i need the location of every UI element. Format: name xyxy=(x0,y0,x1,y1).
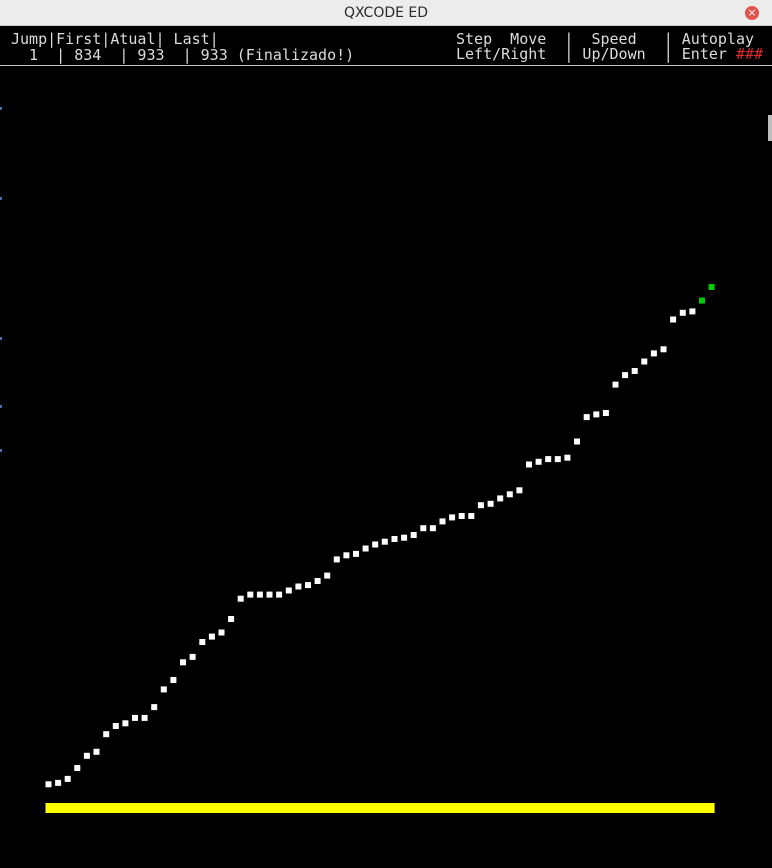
data-point xyxy=(641,358,648,365)
data-point xyxy=(93,748,100,755)
edge-marker xyxy=(0,405,2,408)
data-point xyxy=(189,653,196,660)
data-point xyxy=(151,704,158,711)
data-point xyxy=(497,495,504,502)
data-point xyxy=(372,541,379,548)
data-point xyxy=(631,368,638,374)
help-line-2-text: Left/Right | Up/Down | Enter xyxy=(456,45,736,63)
data-point xyxy=(266,591,273,598)
data-point xyxy=(622,372,629,379)
data-point xyxy=(468,513,475,519)
data-point xyxy=(458,513,465,519)
help-marker: ### xyxy=(735,45,764,63)
terminal-area: Jump|First|Atual| Last| 1 | 834 | 933 | … xyxy=(0,27,772,868)
data-point xyxy=(516,487,523,494)
data-point xyxy=(237,595,244,602)
data-point xyxy=(410,532,417,538)
data-point xyxy=(526,461,532,468)
data-point xyxy=(180,659,186,666)
base-bar xyxy=(45,803,715,813)
data-point xyxy=(170,677,177,683)
data-point xyxy=(362,545,369,552)
header-values: 1 | 834 | 933 | 933 (Finalizado!) xyxy=(11,46,355,64)
window-title: QXCODE ED xyxy=(343,5,429,21)
header-columns: Jump|First|Atual| Last| xyxy=(11,30,219,48)
data-point xyxy=(285,587,292,594)
data-point xyxy=(353,550,359,557)
data-point xyxy=(74,765,81,771)
data-point xyxy=(506,491,513,498)
data-point xyxy=(199,639,206,645)
data-point xyxy=(112,723,119,729)
edge-marker xyxy=(0,449,2,452)
data-point xyxy=(477,502,484,509)
data-point xyxy=(535,458,542,465)
data-point xyxy=(650,350,657,357)
current-data-point xyxy=(708,284,715,290)
current-data-point xyxy=(699,297,705,304)
points-layer xyxy=(45,284,715,788)
data-point xyxy=(554,456,561,463)
data-point xyxy=(45,781,52,788)
data-point xyxy=(314,578,321,584)
data-point xyxy=(160,686,167,693)
data-point xyxy=(64,775,71,782)
data-point xyxy=(295,583,302,590)
data-point xyxy=(545,456,552,463)
data-point xyxy=(420,525,427,532)
data-point xyxy=(574,438,580,445)
data-point xyxy=(612,381,619,388)
data-point xyxy=(381,538,388,545)
scatter-plot xyxy=(45,284,715,813)
data-point xyxy=(343,552,350,559)
data-point xyxy=(660,346,667,353)
help-line-2: Left/Right | Up/Down | Enter ### xyxy=(456,46,763,62)
data-point xyxy=(305,582,311,589)
data-point xyxy=(564,454,571,461)
data-point xyxy=(256,591,263,598)
data-point xyxy=(247,591,254,598)
edge-marker xyxy=(0,197,2,200)
data-point xyxy=(583,414,590,421)
data-point xyxy=(602,410,609,416)
data-point xyxy=(429,525,436,532)
data-point xyxy=(449,514,456,521)
data-point xyxy=(228,616,235,622)
data-point xyxy=(208,633,215,640)
help-line-1: Step Move | Speed | Autoplay xyxy=(456,30,755,48)
edge-marker xyxy=(0,337,2,340)
data-point xyxy=(391,536,398,542)
data-point xyxy=(679,309,686,316)
scrollbar-thumb[interactable] xyxy=(768,115,772,141)
data-point xyxy=(103,731,110,738)
data-point xyxy=(333,556,340,563)
data-point xyxy=(487,500,494,507)
header-divider xyxy=(0,65,772,66)
data-point xyxy=(593,411,600,418)
data-point xyxy=(670,316,677,323)
data-point xyxy=(218,629,225,636)
data-point xyxy=(324,572,331,579)
data-point xyxy=(55,779,62,786)
data-point xyxy=(122,720,129,727)
data-point xyxy=(689,308,696,315)
data-point xyxy=(276,591,283,598)
data-point xyxy=(83,752,90,759)
data-point xyxy=(141,714,148,721)
data-point xyxy=(401,534,408,541)
data-point xyxy=(439,518,446,525)
data-point xyxy=(132,714,138,721)
close-icon[interactable]: × xyxy=(745,6,759,20)
edge-marker xyxy=(0,107,2,110)
window-titlebar: QXCODE ED × xyxy=(0,0,772,26)
